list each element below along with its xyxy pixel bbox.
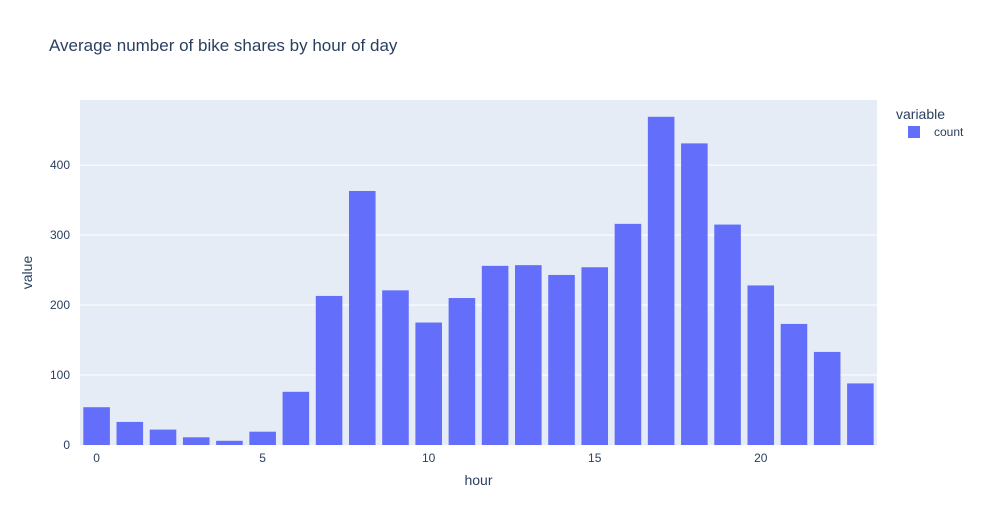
plot-area bbox=[80, 100, 877, 445]
legend: variable count bbox=[896, 106, 964, 139]
legend-title: variable bbox=[896, 106, 945, 122]
bar-hour-15[interactable] bbox=[581, 267, 609, 445]
bar-hour-23[interactable] bbox=[847, 383, 874, 445]
bar-hour-2[interactable] bbox=[149, 429, 177, 445]
y-tick-label: 300 bbox=[50, 228, 70, 242]
y-tick-label: 0 bbox=[63, 438, 70, 452]
bars bbox=[83, 116, 874, 445]
x-tick-label: 10 bbox=[422, 451, 436, 465]
bar-hour-8[interactable] bbox=[348, 190, 376, 445]
y-axis-ticks: 0 100 200 300 400 bbox=[50, 158, 70, 452]
legend-swatch[interactable] bbox=[908, 126, 920, 138]
bar-hour-6[interactable] bbox=[282, 391, 310, 445]
bar-hour-7[interactable] bbox=[315, 295, 343, 445]
chart-title: Average number of bike shares by hour of… bbox=[49, 36, 398, 55]
x-tick-label: 5 bbox=[259, 451, 266, 465]
bar-hour-0[interactable] bbox=[83, 407, 110, 445]
bar-hour-11[interactable] bbox=[448, 298, 476, 445]
y-tick-label: 400 bbox=[50, 158, 70, 172]
bar-hour-3[interactable] bbox=[182, 437, 210, 445]
bar-hour-12[interactable] bbox=[481, 265, 509, 445]
legend-label[interactable]: count bbox=[934, 125, 964, 139]
x-axis-ticks: 0 5 10 15 20 bbox=[93, 451, 768, 465]
bar-hour-16[interactable] bbox=[614, 223, 642, 445]
bar-hour-14[interactable] bbox=[548, 274, 575, 445]
y-tick-label: 200 bbox=[50, 298, 70, 312]
bar-hour-4[interactable] bbox=[216, 440, 243, 445]
x-axis-title: hour bbox=[464, 472, 492, 488]
y-axis-title: value bbox=[19, 256, 35, 290]
y-tick-label: 100 bbox=[50, 368, 70, 382]
bar-hour-13[interactable] bbox=[515, 265, 542, 445]
bar-hour-10[interactable] bbox=[415, 322, 442, 445]
bar-hour-19[interactable] bbox=[714, 224, 741, 445]
x-tick-label: 15 bbox=[588, 451, 602, 465]
bar-hour-5[interactable] bbox=[249, 431, 276, 445]
bar-hour-18[interactable] bbox=[681, 143, 708, 445]
bar-hour-20[interactable] bbox=[747, 285, 775, 445]
gridlines bbox=[80, 164, 877, 376]
bar-hour-9[interactable] bbox=[382, 290, 409, 445]
x-tick-label: 0 bbox=[93, 451, 100, 465]
bar-hour-21[interactable] bbox=[780, 323, 808, 445]
bar-hour-1[interactable] bbox=[116, 421, 144, 445]
x-tick-label: 20 bbox=[754, 451, 768, 465]
bar-hour-22[interactable] bbox=[813, 351, 841, 445]
bar-hour-17[interactable] bbox=[647, 116, 675, 445]
